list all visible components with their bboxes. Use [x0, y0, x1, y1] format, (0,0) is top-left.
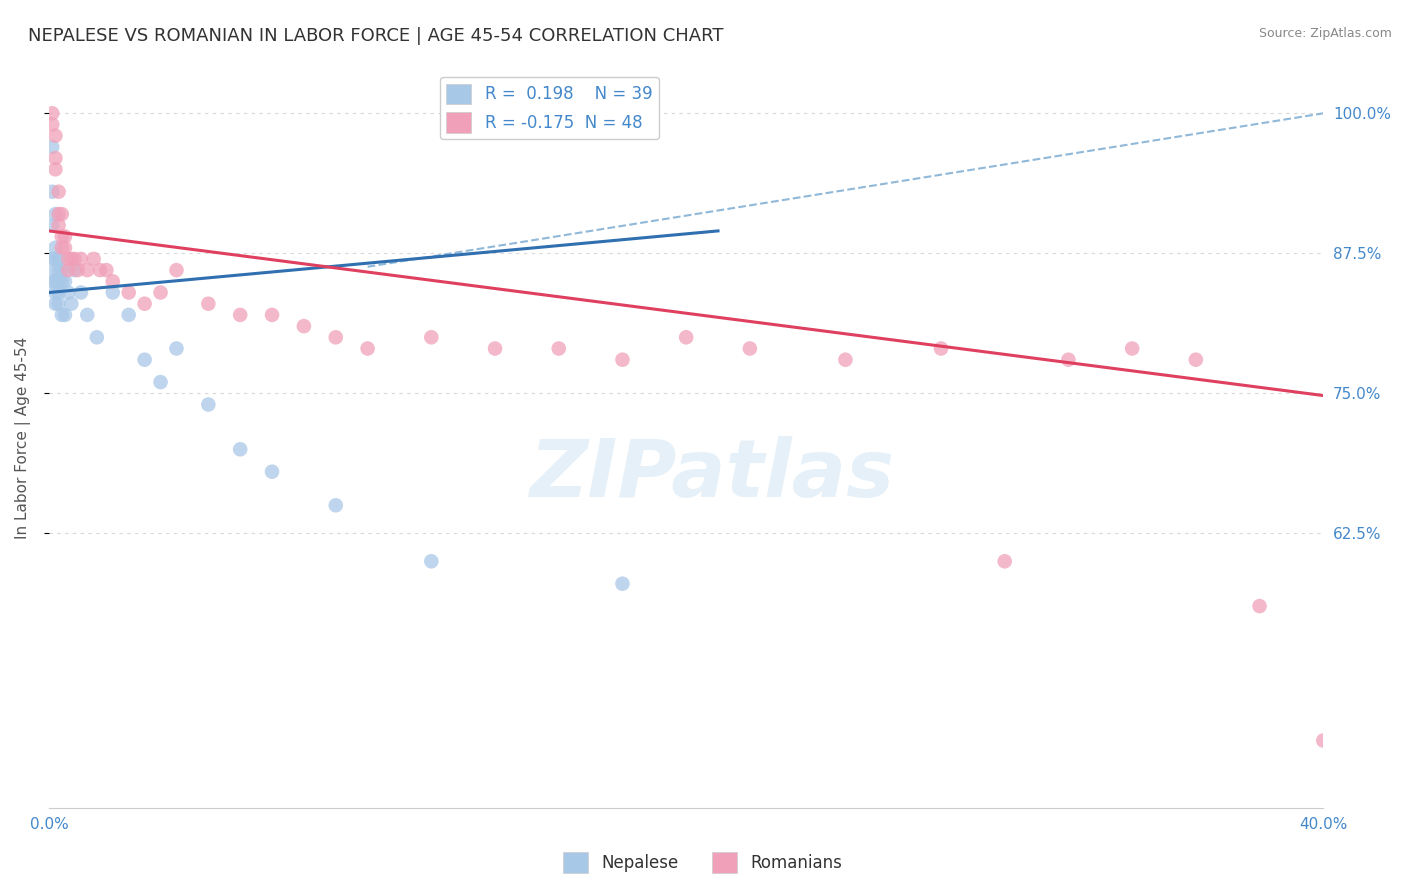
Point	[51, 207, 73, 221]
Point	[51, 229, 73, 244]
Point	[48, 296, 70, 310]
Point	[44, 128, 66, 143]
Point	[48, 207, 70, 221]
Point	[56, 285, 79, 300]
Point	[66, 263, 89, 277]
Point	[48, 219, 70, 233]
Text: NEPALESE VS ROMANIAN IN LABOR FORCE | AGE 45-54 CORRELATION CHART: NEPALESE VS ROMANIAN IN LABOR FORCE | AG…	[28, 27, 724, 45]
Point	[134, 352, 156, 367]
Point	[101, 274, 124, 288]
Point	[834, 352, 856, 367]
Point	[1249, 599, 1271, 613]
Point	[44, 162, 66, 177]
Point	[41, 106, 63, 120]
Point	[63, 252, 86, 266]
Point	[229, 308, 252, 322]
Point	[149, 285, 172, 300]
Point	[41, 140, 63, 154]
Point	[51, 241, 73, 255]
Text: Source: ZipAtlas.com: Source: ZipAtlas.com	[1258, 27, 1392, 40]
Point	[60, 252, 83, 266]
Point	[63, 263, 86, 277]
Point	[1121, 342, 1143, 356]
Point	[44, 263, 66, 277]
Point	[41, 219, 63, 233]
Point	[356, 342, 378, 356]
Point	[484, 342, 506, 356]
Point	[149, 375, 172, 389]
Point	[292, 319, 315, 334]
Point	[53, 308, 76, 322]
Point	[44, 285, 66, 300]
Text: ZIPatlas: ZIPatlas	[529, 436, 894, 514]
Point	[41, 185, 63, 199]
Point	[48, 185, 70, 199]
Point	[53, 241, 76, 255]
Point	[994, 554, 1017, 568]
Point	[325, 330, 347, 344]
Point	[420, 330, 443, 344]
Point	[53, 274, 76, 288]
Point	[1185, 352, 1208, 367]
Point	[48, 285, 70, 300]
Point	[48, 263, 70, 277]
Point	[612, 352, 634, 367]
Point	[44, 274, 66, 288]
Point	[41, 274, 63, 288]
Point	[41, 252, 63, 266]
Legend: R =  0.198    N = 39, R = -0.175  N = 48: R = 0.198 N = 39, R = -0.175 N = 48	[440, 77, 659, 139]
Point	[51, 263, 73, 277]
Point	[70, 252, 93, 266]
Point	[929, 342, 952, 356]
Point	[101, 285, 124, 300]
Point	[44, 296, 66, 310]
Point	[197, 397, 219, 411]
Point	[260, 308, 283, 322]
Point	[612, 576, 634, 591]
Point	[547, 342, 569, 356]
Point	[96, 263, 118, 277]
Point	[166, 342, 188, 356]
Point	[83, 252, 105, 266]
Point	[76, 308, 98, 322]
Point	[166, 263, 188, 277]
Point	[44, 252, 66, 266]
Point	[1057, 352, 1080, 367]
Point	[60, 296, 83, 310]
Point	[229, 442, 252, 457]
Point	[70, 285, 93, 300]
Point	[51, 274, 73, 288]
Point	[134, 296, 156, 310]
Point	[260, 465, 283, 479]
Point	[86, 330, 108, 344]
Point	[197, 296, 219, 310]
Point	[41, 118, 63, 132]
Point	[738, 342, 761, 356]
Point	[44, 151, 66, 165]
Point	[51, 308, 73, 322]
Point	[56, 263, 79, 277]
Point	[420, 554, 443, 568]
Point	[56, 252, 79, 266]
Legend: Nepalese, Romanians: Nepalese, Romanians	[557, 846, 849, 880]
Point	[1312, 733, 1334, 747]
Point	[325, 498, 347, 512]
Point	[53, 229, 76, 244]
Point	[118, 308, 141, 322]
Point	[76, 263, 98, 277]
Point	[48, 274, 70, 288]
Point	[44, 207, 66, 221]
Point	[48, 252, 70, 266]
Point	[675, 330, 697, 344]
Point	[89, 263, 111, 277]
Y-axis label: In Labor Force | Age 45-54: In Labor Force | Age 45-54	[15, 337, 31, 540]
Point	[44, 241, 66, 255]
Point	[118, 285, 141, 300]
